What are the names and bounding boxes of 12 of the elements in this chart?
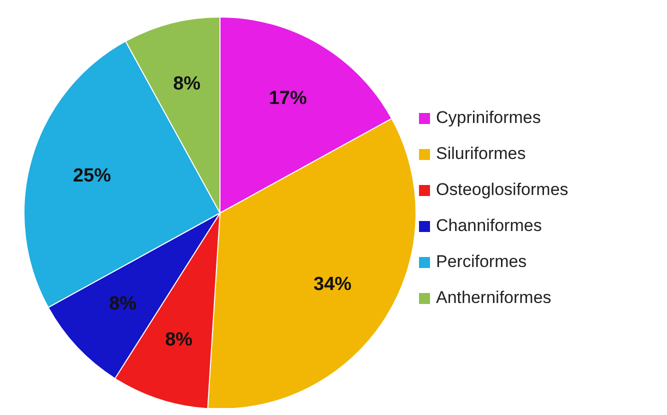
data-label: 8% <box>173 73 201 94</box>
legend-label: Antherniformes <box>436 288 552 308</box>
data-label: 8% <box>165 329 193 350</box>
data-label: 34% <box>314 274 352 295</box>
data-label: 25% <box>72 165 112 186</box>
data-label: 8% <box>109 294 137 315</box>
data-label: 17% <box>268 88 307 109</box>
legend-label: Osteoglosiformes <box>436 180 568 200</box>
legend-label: Channiformes <box>436 216 542 236</box>
legend-label: Cypriniformes <box>436 108 541 128</box>
legend-label: Perciformes <box>436 252 527 272</box>
legend-label: Siluriformes <box>436 144 526 164</box>
